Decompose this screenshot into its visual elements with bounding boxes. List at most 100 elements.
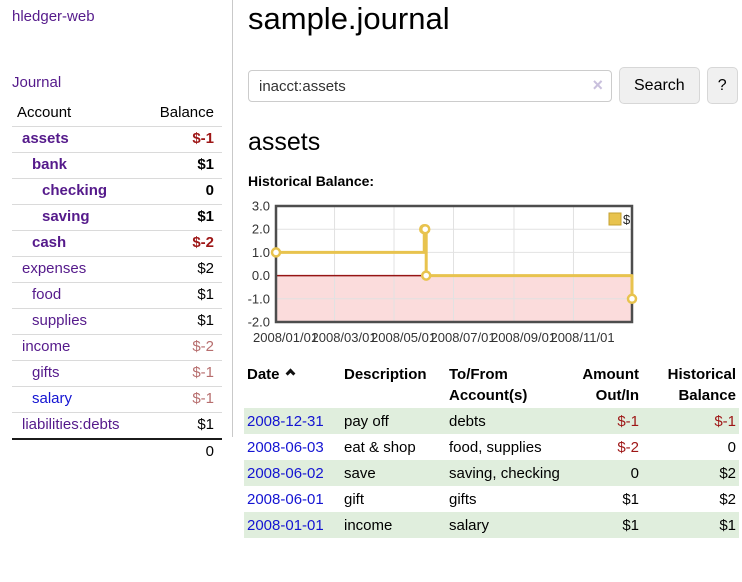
- page-title: sample.journal: [248, 1, 450, 36]
- account-link[interactable]: cash: [32, 234, 67, 251]
- account-balance-cell: $1: [197, 286, 214, 303]
- transaction-date-link[interactable]: 2008-06-03: [247, 438, 324, 456]
- svg-text:1.0: 1.0: [252, 244, 270, 259]
- register-row: 2008-12-31 pay off debts $-1 $-1: [244, 407, 739, 434]
- register-accounts-cell: saving, checking: [449, 464, 560, 482]
- register-balance-cell: 0: [727, 438, 736, 456]
- svg-text:2008/07/01: 2008/07/01: [431, 330, 496, 345]
- clear-search-icon[interactable]: ×: [592, 75, 603, 96]
- register-balance-cell: $2: [719, 490, 736, 508]
- register-header-accounts: To/From Account(s): [449, 365, 528, 404]
- register-header-amount: Amount Out/In: [582, 365, 639, 404]
- legend-label: $: [623, 212, 631, 227]
- chart-canvas: $3.0 2.0 1.0 0.0 -1.0 -2.02008/01/012008/03/0…: [248, 199, 638, 345]
- register-balance-cell: $1: [719, 516, 736, 534]
- account-row: salary $-1: [12, 386, 222, 413]
- account-name-cell: gifts: [12, 361, 145, 387]
- account-balance-cell: $-2: [192, 234, 214, 251]
- register-row: 2008-01-01 income salary $1 $1: [244, 511, 739, 538]
- register-accounts-cell: debts: [449, 412, 486, 430]
- chevron-up-icon: [285, 368, 295, 379]
- account-row: bank $1: [12, 152, 222, 179]
- register-description-cell: pay off: [344, 412, 389, 430]
- register-header-date-label: Date: [247, 365, 280, 383]
- register-row: 2008-06-03 eat & shop food, supplies $-2 0: [244, 434, 739, 460]
- register-row: 2008-06-02 save saving, checking 0 $2: [244, 459, 739, 486]
- search-box: ×: [248, 70, 612, 103]
- legend-swatch: [608, 212, 622, 226]
- register-header-date[interactable]: Date: [244, 362, 341, 408]
- account-link[interactable]: assets: [22, 130, 69, 147]
- transaction-date-link[interactable]: 2008-06-02: [247, 464, 324, 482]
- account-link[interactable]: liabilities:debts: [22, 416, 120, 433]
- transaction-date-link[interactable]: 2008-06-01: [247, 490, 324, 508]
- svg-text:2008/11/01: 2008/11/01: [550, 330, 614, 345]
- account-row: gifts $-1: [12, 360, 222, 387]
- account-name-cell: cash: [12, 231, 145, 257]
- account-link[interactable]: checking: [42, 182, 108, 199]
- account-name-cell: income: [12, 335, 145, 361]
- register-table: Date Description To/From Account(s) Amou…: [244, 362, 739, 538]
- account-row: saving $1: [12, 204, 222, 231]
- account-name-cell: liabilities:debts: [12, 413, 145, 440]
- account-balance-cell: $-1: [192, 130, 214, 147]
- account-link[interactable]: bank: [32, 156, 68, 173]
- register-header-description: Description: [344, 365, 427, 383]
- account-name-cell: checking: [12, 179, 145, 205]
- register-accounts-cell: salary: [449, 516, 490, 534]
- account-link[interactable]: gifts: [32, 364, 60, 381]
- svg-text:2008/01/01: 2008/01/01: [253, 330, 318, 345]
- account-row: cash $-2: [12, 230, 222, 257]
- historical-balance-chart: $3.0 2.0 1.0 0.0 -1.0 -2.0 2008/01/01 2008/03/0…: [248, 199, 742, 349]
- account-name-cell: expenses: [12, 257, 145, 283]
- account-name-cell: salary: [12, 387, 145, 413]
- account-row: assets $-1: [12, 126, 222, 153]
- register-accounts-cell: gifts: [449, 490, 477, 508]
- svg-text:2008/05/01: 2008/05/01: [371, 330, 436, 345]
- account-link[interactable]: food: [32, 286, 62, 303]
- account-link[interactable]: saving: [42, 208, 90, 225]
- account-balance-cell: $-1: [192, 390, 214, 407]
- register-date-cell: 2008-06-02: [244, 460, 341, 486]
- page: hledger-web Journal Account Balance asse…: [0, 0, 742, 538]
- account-link[interactable]: salary: [32, 390, 73, 407]
- register-description-cell: eat & shop: [344, 438, 416, 456]
- accounts-total-row: 0: [12, 439, 222, 465]
- account-balance-cell: $1: [197, 416, 214, 433]
- account-balance-cell: $-1: [192, 364, 214, 381]
- sidebar-item-journal[interactable]: Journal: [12, 74, 62, 91]
- accounts-header-account: Account: [17, 104, 72, 121]
- account-balance-cell: $1: [197, 312, 214, 329]
- transaction-date-link[interactable]: 2008-12-31: [247, 412, 324, 430]
- account-row: supplies $1: [12, 308, 222, 335]
- search-button[interactable]: Search: [619, 67, 700, 105]
- register-row: 2008-06-01 gift gifts $1 $2: [244, 486, 739, 512]
- svg-text:3.0: 3.0: [252, 199, 270, 214]
- register-date-cell: 2008-01-01: [244, 512, 341, 538]
- account-link[interactable]: supplies: [32, 312, 88, 329]
- svg-text:2.0: 2.0: [252, 221, 270, 236]
- account-name-cell: bank: [12, 153, 145, 179]
- sidebar: hledger-web Journal Account Balance asse…: [0, 0, 233, 460]
- app-title-link[interactable]: hledger-web: [12, 8, 95, 25]
- account-name-cell: saving: [12, 205, 145, 231]
- register-amount-cell: $-2: [617, 438, 639, 456]
- account-link[interactable]: income: [22, 338, 71, 355]
- account-row: checking 0: [12, 178, 222, 205]
- search-input[interactable]: [248, 70, 612, 103]
- account-row: liabilities:debts $1: [12, 412, 222, 440]
- account-balance-cell: $1: [197, 156, 214, 173]
- account-name-cell: supplies: [12, 309, 145, 335]
- register-balance-cell: $-1: [714, 412, 736, 430]
- accounts-total-value: 0: [205, 443, 214, 460]
- transaction-date-link[interactable]: 2008-01-01: [247, 516, 324, 534]
- search-row: × Search ?: [248, 67, 742, 105]
- register-balance-cell: $2: [719, 464, 736, 482]
- accounts-total-label-cell: [12, 439, 145, 465]
- register-date-cell: 2008-06-01: [244, 486, 341, 512]
- account-link[interactable]: expenses: [22, 260, 87, 277]
- account-balance-cell: $1: [197, 208, 214, 225]
- register-date-cell: 2008-12-31: [244, 408, 341, 434]
- account-balance-cell: 0: [205, 182, 214, 199]
- help-button[interactable]: ?: [706, 67, 738, 105]
